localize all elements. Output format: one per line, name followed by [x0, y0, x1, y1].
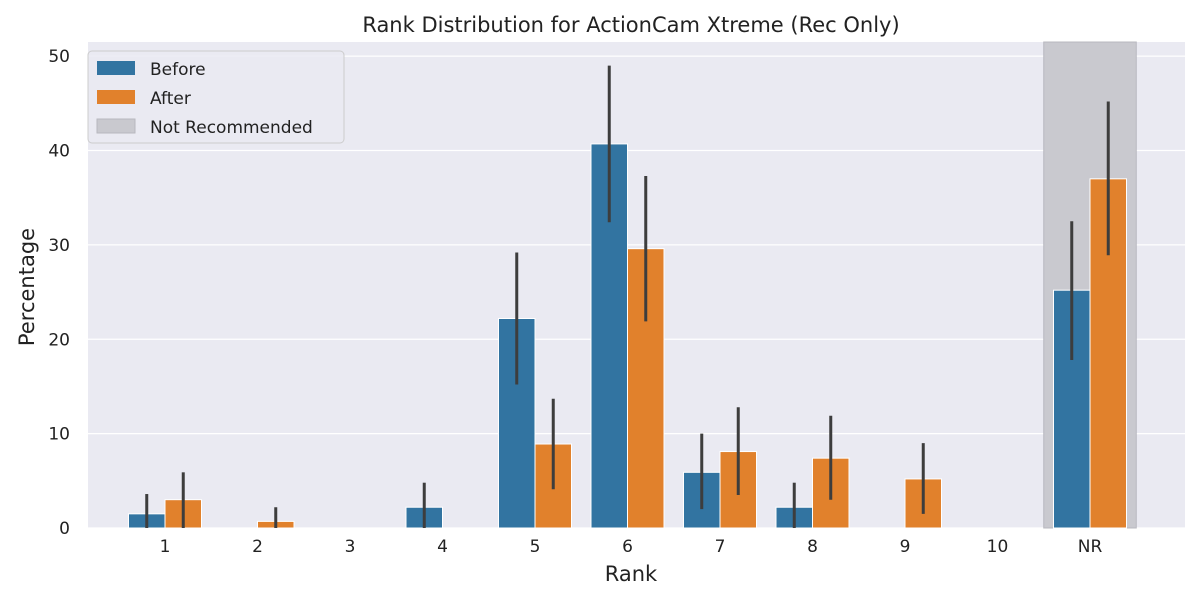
x-tick-label: 5 [530, 537, 541, 557]
x-axis-label: Rank [605, 562, 658, 586]
error-bars [145, 65, 1110, 528]
x-tick-label: 8 [807, 537, 818, 557]
y-tick-label: 20 [48, 330, 70, 350]
x-tick-label: 10 [987, 537, 1009, 557]
y-tick-label: 30 [48, 236, 70, 256]
x-tick-label: 9 [900, 537, 911, 557]
x-tick-label: 3 [345, 537, 356, 557]
legend-not-recommended-swatch [96, 118, 136, 134]
x-tick-label: 6 [622, 537, 633, 557]
legend-box [87, 50, 345, 144]
y-tick-label: 40 [48, 142, 70, 162]
x-tick-label: 2 [252, 537, 263, 557]
x-tick-label: 7 [715, 537, 726, 557]
x-tick-labels: 1 2 3 4 5 6 7 8 9 10 NR [160, 537, 1103, 557]
x-tick-label: 4 [437, 537, 448, 557]
legend-before-swatch [97, 61, 135, 75]
legend: Before After Not Recommended [87, 50, 345, 144]
y-tick-labels: 0 10 20 30 40 50 [48, 47, 70, 539]
legend-before-label: Before [150, 60, 206, 80]
legend-after-swatch [97, 90, 135, 104]
y-tick-label: 10 [48, 425, 70, 445]
y-axis-label: Percentage [15, 228, 39, 346]
chart-title: Rank Distribution for ActionCam Xtreme (… [362, 13, 899, 37]
legend-after-label: After [150, 89, 191, 109]
x-tick-label: NR [1078, 537, 1103, 557]
y-tick-label: 50 [48, 47, 70, 67]
y-tick-label: 0 [59, 519, 70, 539]
legend-not-recommended-label: Not Recommended [150, 118, 313, 138]
x-tick-label: 1 [160, 537, 171, 557]
